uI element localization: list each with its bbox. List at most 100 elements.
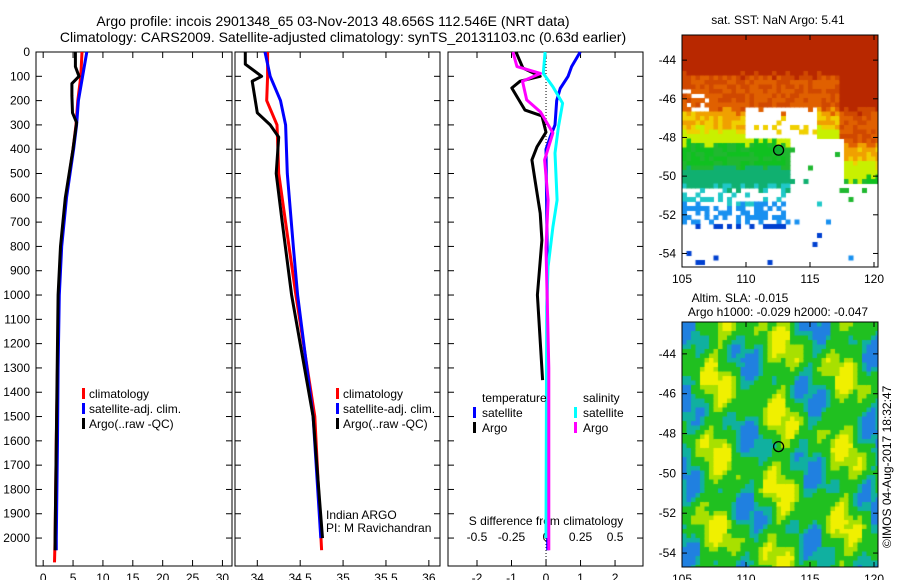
legend-swatch: [336, 403, 339, 414]
legend-swatch: [574, 422, 577, 433]
x-tick-label: 25: [186, 571, 200, 580]
x-tick-label: -1: [506, 571, 517, 580]
x-tick-label: 1: [577, 571, 584, 580]
map-lat-label: -44: [659, 53, 677, 67]
map-lat-label: -54: [659, 246, 677, 260]
legend-swatch: [473, 422, 476, 433]
x-tick-label: 15: [126, 571, 140, 580]
map-lat-label: -48: [659, 427, 677, 441]
sla-map-image: [682, 322, 878, 567]
figure-subtitle: Climatology: CARS2009. Satellite-adjuste…: [60, 29, 626, 45]
x-tick-label: 20: [156, 571, 170, 580]
map-lon-label: 110: [736, 572, 755, 580]
y-tick-label: 200: [10, 94, 30, 108]
map-lat-label: -48: [659, 130, 677, 144]
legend-swatch: [82, 403, 85, 414]
profile-panel-frame: [447, 51, 644, 567]
figure-title: Argo profile: incois 2901348_65 03-Nov-2…: [96, 13, 569, 29]
legend-swatch: [336, 388, 339, 399]
float-program: Indian ARGO: [326, 508, 397, 522]
s-diff-tick-label: 0.25: [569, 530, 593, 544]
y-tick-label: 500: [10, 167, 30, 181]
legend-label: satellite: [583, 406, 624, 420]
legend-label: satellite-adj. clim.: [89, 402, 181, 416]
y-tick-label: 900: [10, 264, 30, 278]
s-diff-tick-label: -0.5: [467, 530, 488, 544]
y-tick-label: 0: [23, 45, 30, 59]
x-tick-label: 0: [543, 571, 550, 580]
legend-label: Argo: [583, 421, 609, 435]
argo-position-marker: [772, 144, 785, 156]
y-tick-label: 2000: [3, 531, 30, 545]
map-lat-label: -46: [659, 92, 677, 106]
legend-heading: salinity: [583, 391, 620, 405]
legend-label: Argo(..raw -QC): [343, 417, 428, 431]
sst-map-title: sat. SST: NaN Argo: 5.41: [711, 13, 845, 27]
legend-label: Argo(..raw -QC): [89, 417, 174, 431]
y-tick-label: 1200: [3, 337, 30, 351]
legend-heading: temperature: [482, 391, 547, 405]
y-tick-label: 1900: [3, 507, 30, 521]
y-tick-label: 1400: [3, 385, 30, 399]
x-tick-label: 5: [70, 571, 77, 580]
map-lon-label: 120: [864, 572, 884, 580]
map-lat-label: -44: [659, 347, 677, 361]
y-tick-label: 1700: [3, 458, 30, 472]
y-tick-label: 1800: [3, 482, 30, 496]
y-tick-label: 1300: [3, 361, 30, 375]
legend-swatch: [473, 407, 476, 418]
s-diff-tick-label: 0.5: [607, 530, 624, 544]
x-tick-label: 34.5: [289, 571, 313, 580]
principal-investigator: PI: M Ravichandran: [326, 521, 431, 535]
y-tick-label: 300: [10, 118, 30, 132]
series-line-argo-raw-qc-: [53, 52, 81, 551]
series-line-satellite-adj-clim-: [54, 51, 89, 551]
map-lat-label: -46: [659, 387, 677, 401]
y-tick-label: 1100: [4, 312, 30, 326]
x-tick-label: 36: [422, 571, 436, 580]
map-lat-label: -50: [659, 169, 677, 183]
x-tick-label: 35.5: [374, 571, 398, 580]
y-tick-label: 700: [10, 215, 30, 229]
sla-map-subtitle: Argo h1000: -0.029 h2000: -0.047: [688, 305, 868, 319]
legend-swatch: [82, 418, 85, 429]
map-lat-label: -50: [659, 466, 677, 480]
legend-swatch: [574, 407, 577, 418]
map-lon-label: 115: [800, 572, 819, 580]
map-lon-label: 115: [800, 272, 819, 286]
copyright-footer: ©IMOS 04-Aug-2017 18:32:47: [880, 385, 894, 548]
map-lon-label: 105: [672, 572, 692, 580]
sla-map-title: Altim. SLA: -0.015: [692, 291, 789, 305]
y-tick-label: 1600: [3, 434, 30, 448]
y-tick-label: 400: [10, 142, 30, 156]
map-lon-label: 105: [672, 272, 692, 286]
series-line-t-satellite: [544, 51, 582, 551]
series-line-argo-raw-qc-: [243, 52, 324, 539]
x-tick-label: 30: [216, 571, 230, 580]
legend-swatch: [82, 388, 85, 399]
x-tick-label: 2: [612, 571, 619, 580]
x-tick-label: 0: [40, 571, 47, 580]
profile-panel-frame: [35, 51, 233, 567]
y-tick-label: 100: [10, 69, 30, 83]
x-tick-label: 10: [96, 571, 110, 580]
profile-panel-frame: [234, 51, 441, 567]
x-tick-label: -2: [472, 571, 483, 580]
x-tick-label: 35: [336, 571, 350, 580]
y-tick-label: 1500: [3, 410, 30, 424]
map-lon-label: 120: [864, 272, 884, 286]
legend-label: Argo: [482, 421, 508, 435]
legend-swatch: [336, 418, 339, 429]
s-diff-tick-label: -0.25: [498, 530, 526, 544]
legend-label: satellite-adj. clim.: [343, 402, 435, 416]
x-tick-label: 34: [251, 571, 265, 580]
map-frame: [681, 34, 879, 268]
argo-position-marker: [772, 440, 785, 453]
y-tick-label: 600: [10, 191, 30, 205]
y-tick-label: 800: [10, 239, 30, 253]
series-line-s-argo: [511, 51, 555, 551]
map-lon-label: 110: [736, 272, 755, 286]
legend-label: satellite: [482, 406, 523, 420]
map-lat-label: -52: [659, 506, 677, 520]
